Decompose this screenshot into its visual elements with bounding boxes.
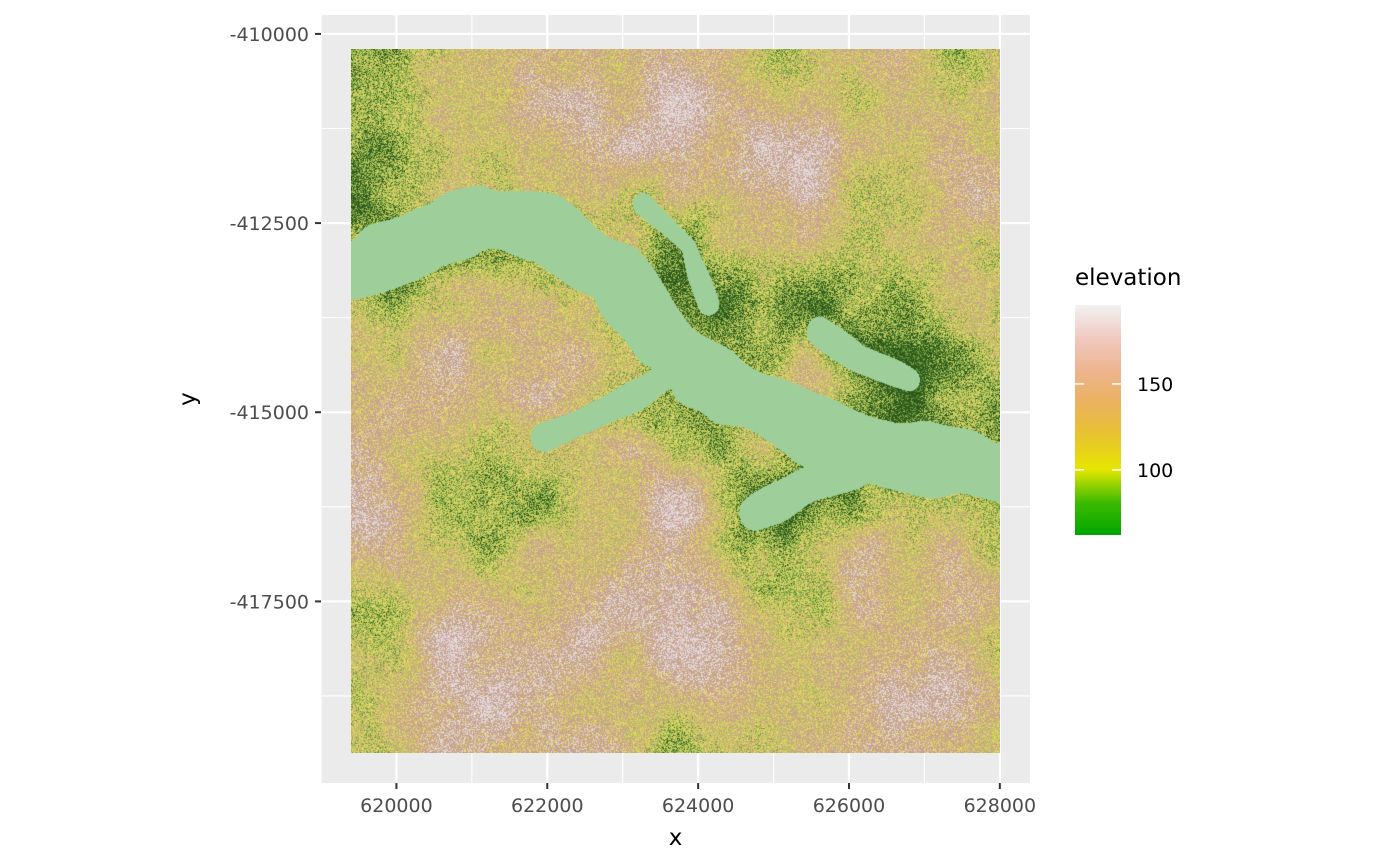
x-tick-label: 620000 (360, 795, 433, 817)
x-tick-label: 626000 (813, 795, 886, 817)
elevation-raster (351, 49, 1000, 753)
y-tick-label: -412500 (230, 213, 309, 235)
legend-colorbar (1075, 305, 1121, 535)
legend-title: elevation (1075, 265, 1181, 291)
elevation-raster-image (351, 49, 1000, 753)
x-tick-label: 628000 (964, 795, 1037, 817)
legend-break-label: 100 (1137, 460, 1173, 482)
y-tick-label: -410000 (230, 24, 309, 46)
legend: elevation 100 150 (1075, 265, 1181, 535)
x-tick-label: 622000 (511, 795, 584, 817)
x-tick-label: 624000 (662, 795, 735, 817)
axes: 620000 622000 624000 626000 628000 -410000 -41… (230, 24, 1036, 817)
y-tick-label: -415000 (230, 402, 309, 424)
y-tick-label: -417500 (230, 591, 309, 613)
x-axis-title: x (669, 825, 683, 851)
y-axis-title: y (175, 392, 201, 406)
legend-break-label: 150 (1137, 374, 1173, 396)
